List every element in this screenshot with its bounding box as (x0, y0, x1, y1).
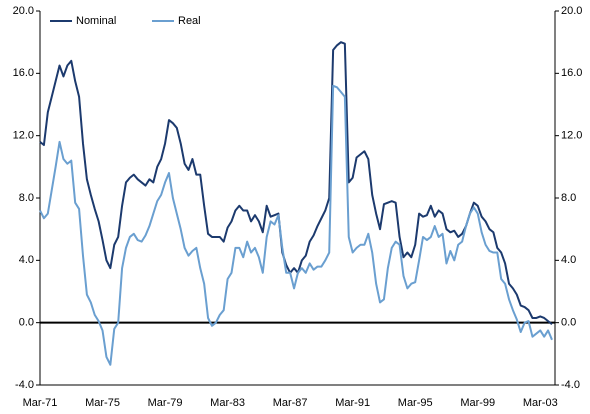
series-line (39, 84, 553, 366)
y2-tick-label: 4.0 (561, 254, 576, 266)
x-tick-label: Mar-95 (398, 397, 433, 409)
y-tick-label: 12.0 (13, 130, 34, 142)
y-tick-label: 8.0 (19, 192, 34, 204)
y-tick-label: 16.0 (13, 67, 34, 79)
x-tick-label: Mar-87 (273, 397, 308, 409)
y-tick-label: 20.0 (13, 5, 34, 17)
x-tick-label: Mar-99 (460, 397, 495, 409)
y-tick-label: 4.0 (19, 254, 34, 266)
x-tick-label: Mar-91 (335, 397, 370, 409)
x-tick-label: Mar-83 (210, 397, 245, 409)
x-tick-label: Mar-03 (523, 397, 558, 409)
y2-tick-label: 16.0 (561, 67, 582, 79)
y2-tick-label: 0.0 (561, 317, 576, 329)
y2-tick-label: 20.0 (561, 5, 582, 17)
y-tick-label: -4.0 (15, 379, 34, 391)
x-tick-label: Mar-75 (85, 397, 120, 409)
legend-label: Nominal (76, 15, 116, 27)
legend-label: Real (178, 15, 201, 27)
x-tick-label: Mar-71 (23, 397, 58, 409)
y2-tick-label: 12.0 (561, 130, 582, 142)
x-tick-label: Mar-79 (148, 397, 183, 409)
y2-tick-label: -4.0 (561, 379, 580, 391)
y-tick-label: 0.0 (19, 317, 34, 329)
y2-tick-label: 8.0 (561, 192, 576, 204)
